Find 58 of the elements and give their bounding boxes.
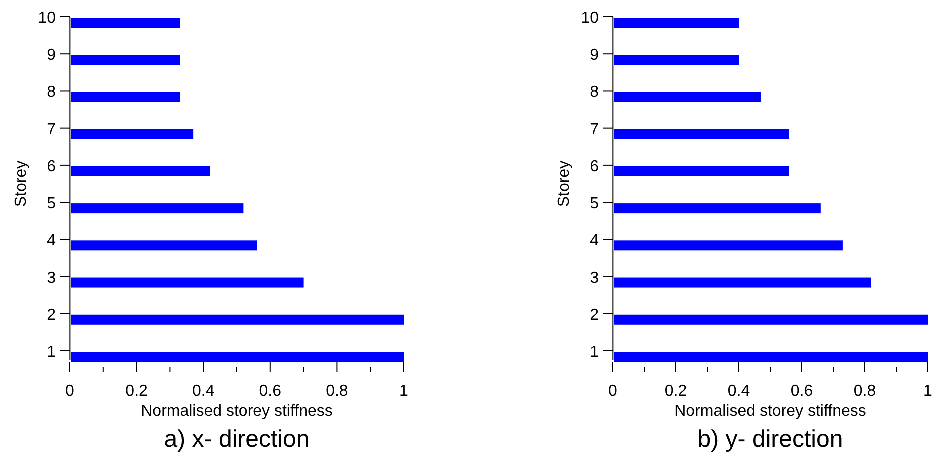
bar: [71, 314, 404, 325]
bar: [614, 278, 872, 288]
x-tick-label: 0.8: [854, 383, 876, 400]
bar: [614, 352, 928, 362]
x-tick-label: 0: [608, 383, 618, 400]
bar: [614, 55, 739, 66]
x-tick-label: 1: [924, 383, 933, 400]
bar: [71, 129, 194, 140]
bar: [71, 18, 180, 28]
y-tick-label: 5: [590, 196, 600, 213]
text: b) y- direction: [698, 426, 844, 453]
y-tick-label: 8: [47, 84, 56, 102]
y-tick-label: 1: [590, 344, 600, 361]
bar: [614, 18, 739, 28]
x-axis-title: Normalised storey stiffness: [674, 403, 866, 420]
y-tick-label: 9: [590, 47, 600, 64]
y-tick-label: 3: [590, 270, 600, 287]
y-tick-label: 3: [47, 270, 56, 287]
x-tick-label: 1: [400, 383, 409, 400]
x-axis-title: Normalised storey stiffness: [141, 403, 333, 420]
x-tick-label: 0.2: [126, 383, 148, 400]
bar: [614, 240, 843, 251]
bar: [614, 92, 762, 102]
bar: [614, 129, 790, 140]
y-tick-label: 5: [47, 196, 56, 213]
bar: [71, 55, 180, 66]
bar: [71, 352, 404, 362]
bar: [71, 166, 210, 176]
y-tick-label: 10: [38, 10, 56, 27]
bar: [71, 204, 244, 214]
bar: [614, 166, 790, 176]
x-tick-label: 0.4: [192, 383, 215, 400]
y-tick-label: 1: [47, 344, 56, 361]
bar: [71, 92, 180, 102]
x-tick-label: 0: [66, 383, 75, 400]
y-tick-label: 4: [590, 232, 600, 250]
bar: [614, 204, 821, 214]
y-tick-label: 7: [590, 121, 600, 138]
x-tick-label: 0.6: [790, 383, 814, 400]
bar: [71, 240, 258, 251]
x-tick-label: 0.4: [728, 383, 750, 400]
y-axis-title: Storey: [13, 160, 30, 208]
y-tick-label: 2: [590, 306, 600, 324]
y-tick-label: 4: [47, 232, 56, 250]
y-tick-label: 2: [47, 306, 56, 324]
y-tick-label: 8: [590, 84, 600, 102]
y-axis-title: Storey: [556, 160, 573, 208]
y-tick-label: 9: [47, 47, 56, 64]
x-tick-label: 0.8: [326, 383, 348, 400]
y-tick-label: 6: [47, 158, 56, 176]
y-tick-label: 7: [47, 121, 56, 138]
text: a) x- direction: [164, 426, 310, 453]
x-tick-label: 0.2: [664, 383, 688, 400]
y-tick-label: 6: [590, 158, 600, 176]
bar: [614, 314, 928, 325]
bar: [71, 278, 304, 288]
y-tick-label: 10: [581, 10, 600, 27]
x-tick-label: 0.6: [259, 383, 282, 400]
